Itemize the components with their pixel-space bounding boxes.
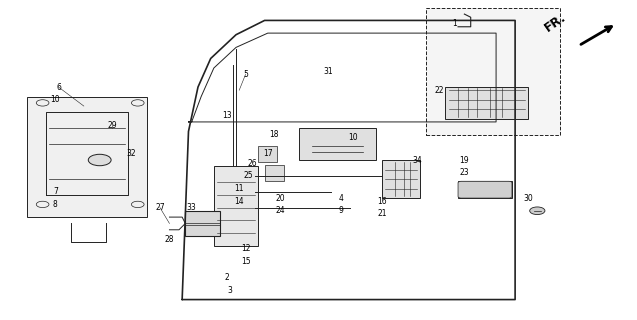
Text: 17: 17 [263,149,273,158]
Circle shape [530,207,545,215]
Circle shape [89,154,111,166]
Text: 14: 14 [234,197,244,206]
Text: 22: 22 [434,86,444,95]
Text: 25: 25 [244,172,254,180]
Text: 21: 21 [377,209,387,219]
Text: 16: 16 [377,197,387,206]
Bar [382,160,420,198]
Text: 30: 30 [523,194,533,203]
Text: 26: 26 [247,159,257,168]
Bar [299,128,376,160]
Text: 13: 13 [222,111,231,120]
Text: 15: 15 [241,257,250,266]
Text: 6: 6 [56,83,61,92]
Text: FR.: FR. [543,11,569,35]
Text: 1: 1 [452,19,457,28]
Bar [445,87,528,119]
Text: 28: 28 [165,235,174,244]
Text: 8: 8 [53,200,58,209]
Text: 10: 10 [348,133,358,142]
Text: 3: 3 [227,285,232,295]
Text: 20: 20 [276,194,285,203]
Text: 32: 32 [127,149,136,158]
Bar [264,165,283,180]
Text: 4: 4 [338,194,343,203]
Text: 24: 24 [276,206,285,215]
Bar [458,180,512,198]
Bar [185,211,220,236]
Text: 19: 19 [459,156,469,164]
Text: 27: 27 [155,203,165,212]
Text: 34: 34 [412,156,422,164]
Text: 5: 5 [243,70,248,79]
Text: 10: 10 [50,95,60,104]
Text: 18: 18 [269,130,279,139]
Text: 2: 2 [224,273,229,282]
Text: 12: 12 [241,244,250,253]
Text: 29: 29 [108,121,117,130]
Bar [214,166,258,246]
Text: 9: 9 [338,206,343,215]
Text: 33: 33 [187,203,197,212]
FancyBboxPatch shape [458,181,512,198]
Text: 11: 11 [234,184,244,193]
Text: 23: 23 [459,168,469,177]
Text: 7: 7 [53,187,58,196]
Bar [258,146,277,162]
Bar [27,97,147,217]
Bar [426,8,559,135]
Text: 31: 31 [323,67,333,76]
